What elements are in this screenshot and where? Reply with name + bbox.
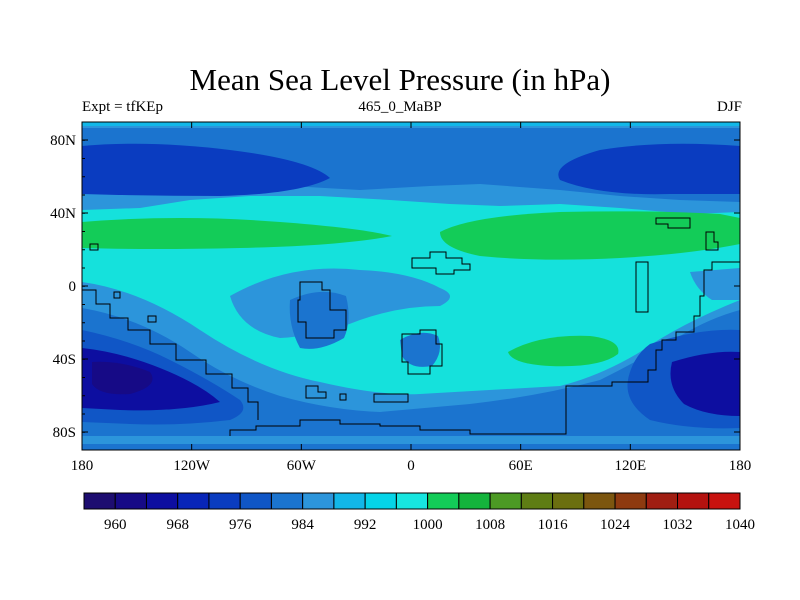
- colorbar-swatch: [614, 492, 647, 510]
- colorbar-swatch: [552, 492, 585, 510]
- field-north-low-east: [558, 143, 740, 195]
- colorbar-label: 1024: [600, 517, 631, 533]
- coastline-south-america: [82, 289, 259, 420]
- colorbar-swatch: [583, 492, 616, 510]
- x-tick-label: 60E: [509, 458, 533, 474]
- coastlines: [82, 217, 740, 436]
- field-east-992: [690, 268, 740, 300]
- x-tick-label: 120W: [173, 458, 211, 474]
- colorbar-swatch: [489, 492, 522, 510]
- x-axis: 180 120W 60W 0 60E 120E 180: [71, 122, 752, 474]
- colorbar-label: 1000: [413, 517, 443, 533]
- colorbar-label: 960: [104, 517, 127, 533]
- y-tick-label: 40N: [50, 206, 76, 222]
- field-high-north-pacific: [440, 211, 740, 260]
- x-tick-label: 120E: [614, 458, 646, 474]
- field-central-low-b: [400, 332, 440, 367]
- field-high-north-atlantic: [82, 218, 392, 249]
- colorbar: 960 968 976 984 992 1000 1008 1016 1024 1032 1040: [83, 492, 755, 533]
- colorbar-label: 968: [166, 517, 189, 533]
- colorbar-label: 1032: [663, 517, 693, 533]
- colorbar-swatch: [177, 492, 210, 510]
- colorbar-swatch: [427, 492, 460, 510]
- coastline-africa: [297, 281, 347, 339]
- coastline-new-zealand: [305, 385, 327, 399]
- field-south-984: [82, 308, 740, 450]
- colorbar-swatch: [114, 492, 147, 510]
- experiment-label: Expt = tfKEp: [82, 99, 163, 115]
- coastline-japan: [705, 231, 719, 251]
- season-label: DJF: [716, 99, 742, 115]
- coastline-arctic-island: [655, 217, 691, 229]
- x-tick-label: 60W: [287, 458, 317, 474]
- colorbar-label: 984: [291, 517, 314, 533]
- coastline-southern-island: [373, 393, 409, 403]
- colorbar-swatch: [677, 492, 710, 510]
- colorbar-label: 1016: [538, 517, 569, 533]
- map-field: [82, 122, 740, 450]
- colorbar-swatch: [302, 492, 335, 510]
- field-north-low-west: [82, 143, 330, 196]
- y-tick-label: 80S: [53, 425, 76, 441]
- field-high-south-a: [508, 335, 619, 367]
- chart-title: Mean Sea Level Pressure (in hPa): [189, 62, 611, 97]
- colorbar-label: 976: [229, 517, 252, 533]
- period-label: 465_0_MaBP: [358, 99, 442, 115]
- colorbar-label: 1040: [725, 517, 755, 533]
- x-tick-label: 0: [407, 458, 415, 474]
- x-tick-label: 180: [71, 458, 94, 474]
- colorbar-label: 1008: [475, 517, 505, 533]
- y-axis: 80N 40N 0 40S 80S: [50, 133, 740, 441]
- colorbar-swatch: [239, 492, 272, 510]
- coastline-small-islet: [113, 291, 121, 299]
- y-tick-label: 0: [69, 279, 77, 295]
- coastline-west-islet: [89, 243, 99, 251]
- colorbar-swatch: [83, 492, 116, 510]
- colorbar-label: 992: [354, 517, 377, 533]
- y-tick-label: 40S: [53, 352, 76, 368]
- field-south-960-west: [92, 361, 153, 395]
- coastline-antarctica: [229, 261, 740, 436]
- y-tick-label: 80N: [50, 133, 76, 149]
- coastline-islet-b: [339, 393, 347, 401]
- colorbar-swatch: [333, 492, 366, 510]
- coastline-islet-c: [147, 315, 157, 323]
- colorbar-swatch: [708, 492, 741, 510]
- x-tick-label: 180: [729, 458, 752, 474]
- colorbar-swatch: [270, 492, 304, 510]
- coastline-europe: [411, 251, 471, 275]
- field-south-968-east: [670, 351, 740, 416]
- colorbar-swatch: [208, 492, 241, 510]
- colorbar-swatch: [458, 492, 491, 510]
- colorbar-swatch: [645, 492, 679, 510]
- colorbar-swatch: [364, 492, 397, 510]
- coastline-madagascar: [401, 329, 443, 375]
- colorbar-swatch: [520, 492, 554, 510]
- colorbar-swatch: [145, 492, 179, 510]
- colorbar-swatch: [395, 492, 429, 510]
- coastline-east-asia: [635, 261, 649, 313]
